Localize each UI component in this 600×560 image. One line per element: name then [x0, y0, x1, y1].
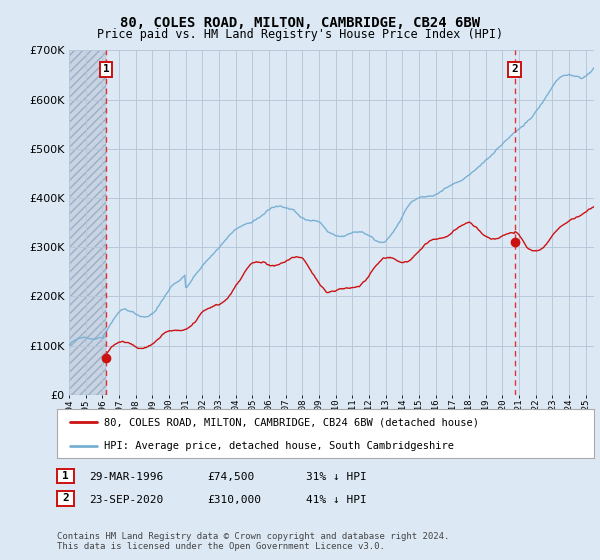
Text: £310,000: £310,000 — [207, 494, 261, 505]
Bar — [69, 50, 106, 395]
Text: 1: 1 — [103, 64, 110, 74]
Text: 41% ↓ HPI: 41% ↓ HPI — [306, 494, 367, 505]
Text: 1: 1 — [62, 471, 69, 481]
Text: Price paid vs. HM Land Registry's House Price Index (HPI): Price paid vs. HM Land Registry's House … — [97, 28, 503, 41]
Text: 80, COLES ROAD, MILTON, CAMBRIDGE, CB24 6BW (detached house): 80, COLES ROAD, MILTON, CAMBRIDGE, CB24 … — [104, 417, 479, 427]
Text: 29-MAR-1996: 29-MAR-1996 — [89, 472, 163, 482]
Text: 2: 2 — [62, 493, 69, 503]
Bar — [69, 50, 106, 395]
Text: 31% ↓ HPI: 31% ↓ HPI — [306, 472, 367, 482]
Text: 2: 2 — [511, 64, 518, 74]
Text: 23-SEP-2020: 23-SEP-2020 — [89, 494, 163, 505]
Text: £74,500: £74,500 — [207, 472, 254, 482]
Text: HPI: Average price, detached house, South Cambridgeshire: HPI: Average price, detached house, Sout… — [104, 441, 454, 451]
Text: 80, COLES ROAD, MILTON, CAMBRIDGE, CB24 6BW: 80, COLES ROAD, MILTON, CAMBRIDGE, CB24 … — [120, 16, 480, 30]
Text: Contains HM Land Registry data © Crown copyright and database right 2024.
This d: Contains HM Land Registry data © Crown c… — [57, 532, 449, 552]
